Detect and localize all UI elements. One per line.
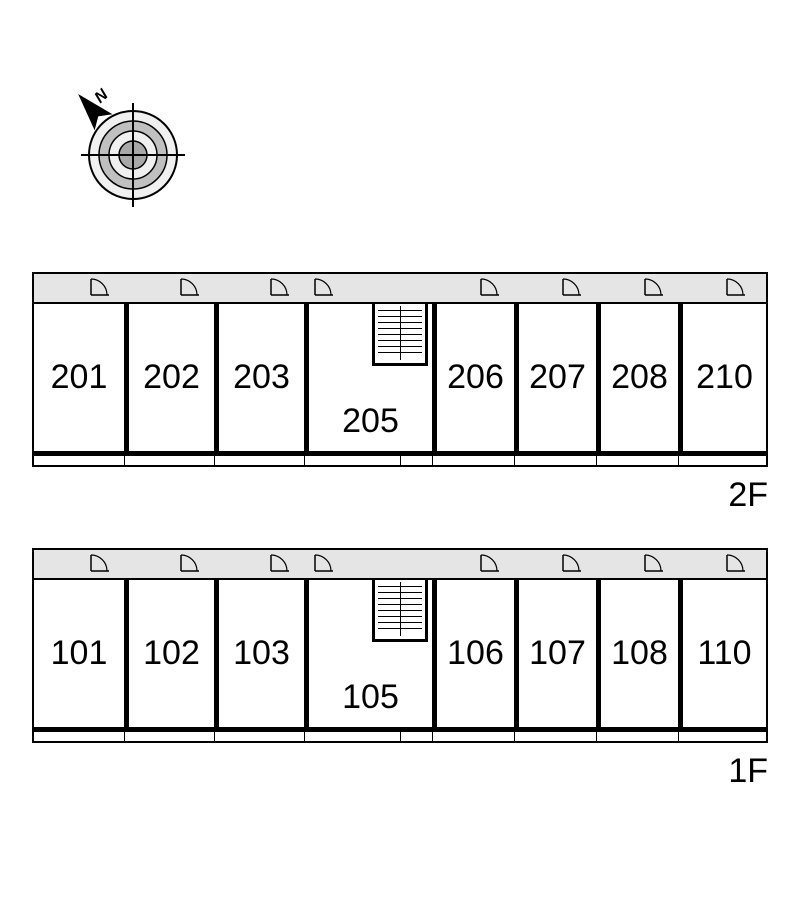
room-label: 205 <box>342 402 399 441</box>
door-icon <box>480 278 500 296</box>
balcony-divider <box>514 729 515 741</box>
room-206: 206 <box>432 304 514 451</box>
room-label: 101 <box>51 634 108 673</box>
balcony-divider <box>304 453 305 465</box>
room-110: 110 <box>678 580 766 727</box>
room-label: 105 <box>342 678 399 717</box>
floor-2F: 201 202 203 205 206 207 208 210 <box>32 272 768 467</box>
room-202: 202 <box>124 304 214 451</box>
door-icon <box>644 554 664 572</box>
room-201: 201 <box>34 304 124 451</box>
room-label: 208 <box>611 358 668 397</box>
room-label: 202 <box>143 358 200 397</box>
door-icon <box>90 278 110 296</box>
door-icon <box>644 278 664 296</box>
floor-1F: 101 102 103 105 106 107 108 110 <box>32 548 768 743</box>
balcony-divider <box>124 729 125 741</box>
door-icon <box>90 554 110 572</box>
room-207: 207 <box>514 304 596 451</box>
floor-label: 2F <box>728 476 768 515</box>
stairwell-icon <box>372 304 428 366</box>
room-107: 107 <box>514 580 596 727</box>
door-icon <box>314 278 334 296</box>
compass-label: N <box>92 86 112 107</box>
room-label: 110 <box>697 634 751 673</box>
compass-rose: N <box>48 70 198 220</box>
room-label: 108 <box>611 634 668 673</box>
room-103: 103 <box>214 580 304 727</box>
room-label: 106 <box>447 634 504 673</box>
door-icon <box>270 554 290 572</box>
door-icon <box>562 278 582 296</box>
room-label: 210 <box>696 358 753 397</box>
room-label: 103 <box>233 634 290 673</box>
balcony-divider <box>214 729 215 741</box>
door-icon <box>180 278 200 296</box>
balcony-divider <box>400 453 401 465</box>
balcony-divider <box>678 453 679 465</box>
balcony-divider <box>514 453 515 465</box>
balcony-divider <box>400 729 401 741</box>
door-icon <box>480 554 500 572</box>
door-icon <box>562 554 582 572</box>
balcony-divider <box>214 453 215 465</box>
door-icon <box>314 554 334 572</box>
balcony-divider <box>678 729 679 741</box>
room-108: 108 <box>596 580 678 727</box>
balcony-divider <box>432 729 433 741</box>
stairwell-icon <box>372 580 428 642</box>
room-210: 210 <box>678 304 766 451</box>
room-label: 203 <box>233 358 290 397</box>
door-icon <box>726 554 746 572</box>
room-label: 206 <box>447 358 504 397</box>
balcony-divider <box>596 729 597 741</box>
room-label: 207 <box>529 358 586 397</box>
balcony-divider <box>124 453 125 465</box>
room-label: 107 <box>529 634 586 673</box>
balcony-divider <box>596 453 597 465</box>
room-102: 102 <box>124 580 214 727</box>
room-208: 208 <box>596 304 678 451</box>
floor-label: 1F <box>728 752 768 791</box>
room-106: 106 <box>432 580 514 727</box>
room-101: 101 <box>34 580 124 727</box>
room-203: 203 <box>214 304 304 451</box>
door-icon <box>180 554 200 572</box>
balcony-divider <box>304 729 305 741</box>
door-icon <box>726 278 746 296</box>
room-label: 201 <box>51 358 108 397</box>
room-label: 102 <box>143 634 200 673</box>
door-icon <box>270 278 290 296</box>
balcony-divider <box>432 453 433 465</box>
